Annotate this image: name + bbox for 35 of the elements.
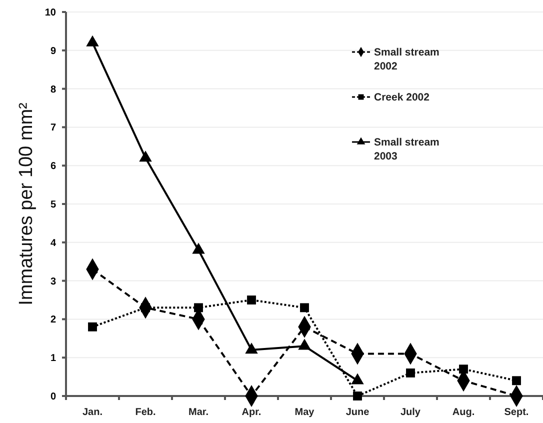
x-tick-label: May xyxy=(294,407,315,418)
point xyxy=(459,364,468,374)
y-tick-label: 7 xyxy=(50,122,56,134)
x-tick-label: Aug. xyxy=(452,407,475,418)
point xyxy=(88,322,97,332)
y-tick-label: 0 xyxy=(50,392,56,402)
x-tick-label: Feb. xyxy=(135,407,156,418)
x-tick-label: June xyxy=(346,407,370,418)
y-tick-label: 10 xyxy=(44,8,56,18)
point xyxy=(300,303,309,312)
point xyxy=(247,296,256,304)
x-tick-label: Apr. xyxy=(242,407,262,418)
x-tick-label: July xyxy=(400,407,421,418)
y-tick-label: 3 xyxy=(50,276,56,288)
y-tick-label: 6 xyxy=(50,161,56,172)
point xyxy=(406,368,415,378)
point xyxy=(194,303,203,312)
x-tick-label: Mar. xyxy=(188,407,209,418)
y-axis-title: Immatures per 100 mm² xyxy=(16,102,37,306)
y-tick-label: 1 xyxy=(50,353,56,364)
y-tick-label: 8 xyxy=(50,84,56,96)
y-tick-label: 5 xyxy=(50,200,56,210)
point xyxy=(192,242,205,254)
legend-label: Small stream 2002 xyxy=(374,46,440,72)
legend-label: Creek 2002 xyxy=(374,92,430,104)
point xyxy=(86,35,99,46)
x-tick-label: Jan. xyxy=(82,407,103,418)
x-tick-label: Sept. xyxy=(504,407,529,418)
legend-label: Small stream 2003 xyxy=(374,136,440,162)
y-tick-label: 9 xyxy=(50,46,56,57)
y-tick-label: 2 xyxy=(50,314,56,326)
point xyxy=(353,392,362,400)
y-tick-label: 4 xyxy=(50,238,56,249)
point xyxy=(512,376,521,386)
point xyxy=(139,150,152,162)
